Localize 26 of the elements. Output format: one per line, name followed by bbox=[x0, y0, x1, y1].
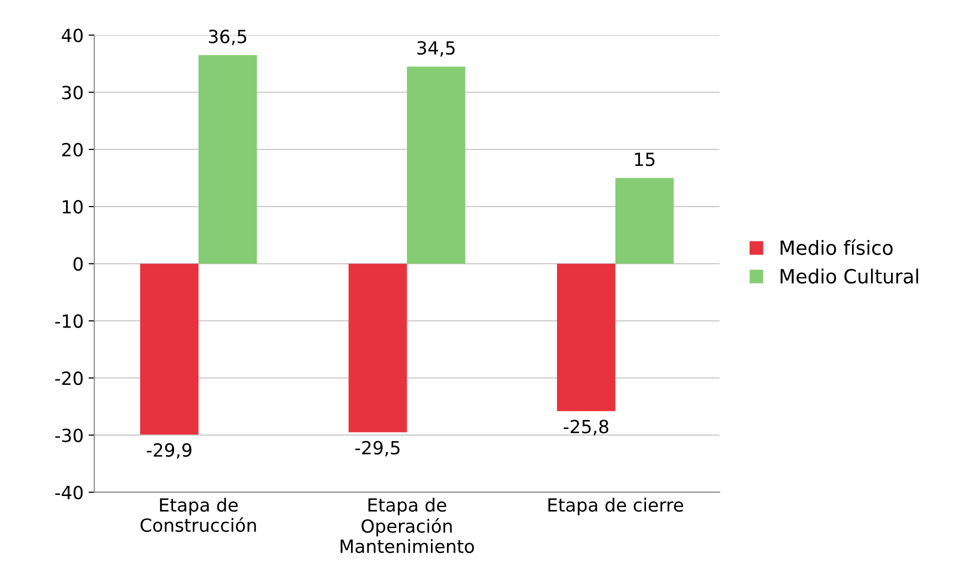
data-label: -29,9 bbox=[146, 443, 192, 459]
data-label: 15 bbox=[635, 152, 654, 166]
y-tick-label: -20 bbox=[55, 371, 83, 386]
data-label: -29,5 bbox=[355, 440, 400, 456]
bar bbox=[615, 178, 674, 264]
y-tick-label: -30 bbox=[55, 428, 83, 442]
bar bbox=[198, 55, 257, 264]
y-tick-label: -10 bbox=[55, 314, 83, 328]
y-tick-label: 40 bbox=[62, 28, 83, 42]
x-tick-label: Etapa de Construcción bbox=[140, 498, 256, 532]
data-label: -25,8 bbox=[564, 420, 608, 436]
bar bbox=[140, 264, 198, 435]
x-tick-label: Etapa de cierre bbox=[548, 498, 684, 516]
y-tick-label: 20 bbox=[62, 142, 83, 157]
y-tick-label: 0 bbox=[74, 257, 83, 271]
y-tick-label: -40 bbox=[55, 486, 83, 500]
y-tick-label: 10 bbox=[62, 200, 83, 214]
x-tick-label: Etapa de Operación Mantenimiento bbox=[340, 498, 474, 554]
data-label: 34,5 bbox=[417, 41, 455, 57]
bar bbox=[348, 264, 407, 432]
legend-label: Medio Cultural bbox=[780, 268, 918, 284]
bar bbox=[557, 264, 616, 412]
data-label: 36,5 bbox=[208, 30, 246, 46]
bar bbox=[406, 66, 466, 264]
legend-label: Medio físico bbox=[780, 239, 893, 256]
y-tick-label: 30 bbox=[62, 86, 83, 100]
